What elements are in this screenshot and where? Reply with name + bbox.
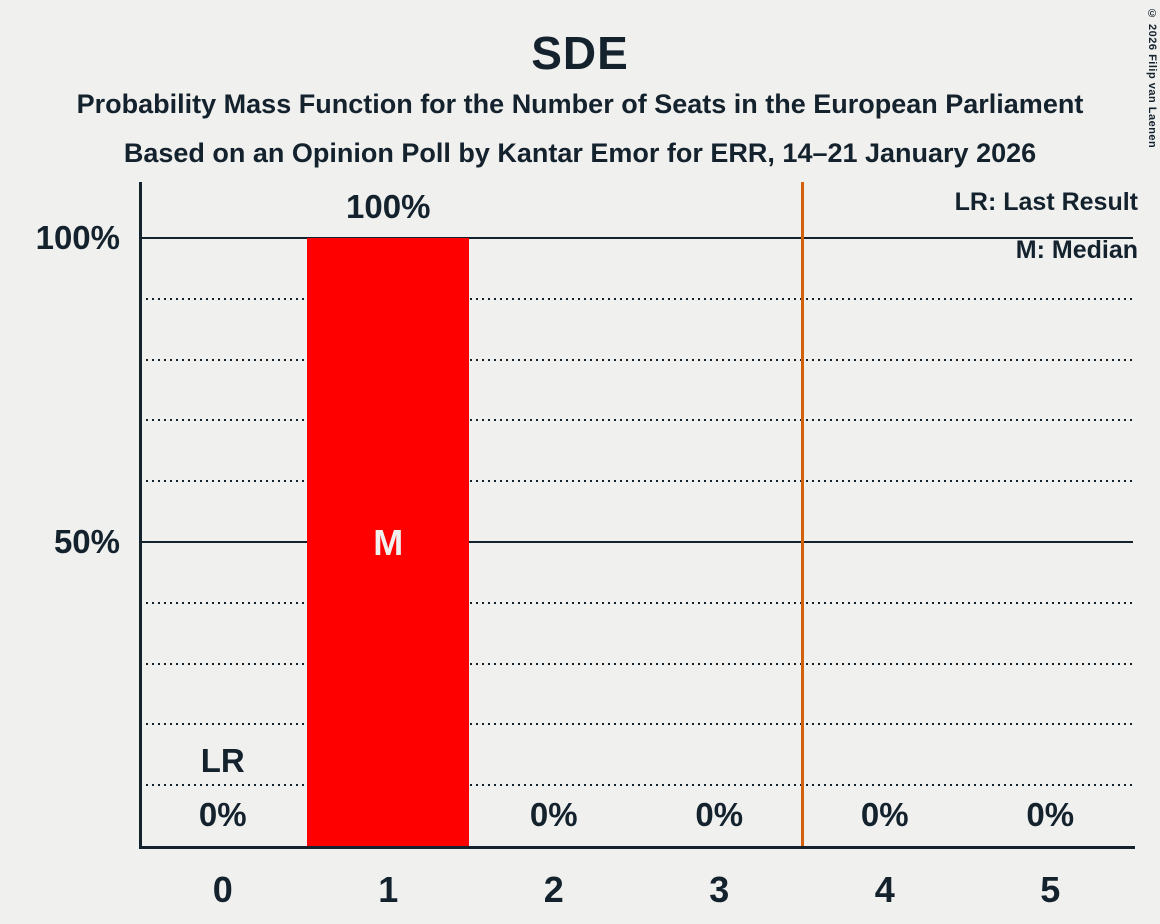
x-axis-line <box>139 846 1135 849</box>
chart-subtitle-line2: Based on an Opinion Poll by Kantar Emor … <box>123 138 1037 168</box>
copyright-note: © 2026 Filip van Laenen <box>1146 8 1158 149</box>
bar-value-label-5: 0% <box>1026 796 1075 833</box>
legend-median: M: Median <box>1015 236 1138 264</box>
gridline-solid-50 <box>140 541 1133 543</box>
gridline-dotted-80 <box>140 358 1133 361</box>
x-axis-tick-label-2: 2 <box>543 869 564 910</box>
x-axis-tick-label-3: 3 <box>709 869 730 910</box>
last-result-marker: LR <box>200 742 245 779</box>
x-axis-tick-label-1: 1 <box>378 869 399 910</box>
gridline-dotted-20 <box>140 723 1133 726</box>
threshold-line <box>800 182 804 846</box>
chart-subtitle-line1: Probability Mass Function for the Number… <box>76 89 1084 119</box>
gridline-dotted-60 <box>140 480 1133 483</box>
gridline-dotted-90 <box>140 297 1133 300</box>
gridline-dotted-30 <box>140 662 1133 665</box>
y-axis-line <box>139 182 142 849</box>
bar-value-label-3: 0% <box>695 796 744 833</box>
bar-value-label-1: 100% <box>346 188 431 225</box>
y-axis-tick-label-50: 50% <box>53 523 120 560</box>
x-axis-tick-label-5: 5 <box>1040 869 1061 910</box>
gridline-dotted-10 <box>140 784 1133 787</box>
gridline-dotted-70 <box>140 419 1133 422</box>
gridline-solid-100 <box>140 237 1133 239</box>
x-axis-tick-label-4: 4 <box>874 869 895 910</box>
gridline-dotted-40 <box>140 601 1133 604</box>
bar-value-label-2: 0% <box>529 796 578 833</box>
y-axis-tick-label-100: 100% <box>35 219 120 256</box>
median-marker: M <box>373 522 404 563</box>
chart-title: SDE <box>531 27 629 79</box>
bar-value-label-0: 0% <box>198 796 247 833</box>
legend-last-result: LR: Last Result <box>954 188 1138 216</box>
x-axis-tick-label-0: 0 <box>212 869 233 910</box>
bar-value-label-4: 0% <box>860 796 909 833</box>
bar-seats-1 <box>307 238 470 846</box>
